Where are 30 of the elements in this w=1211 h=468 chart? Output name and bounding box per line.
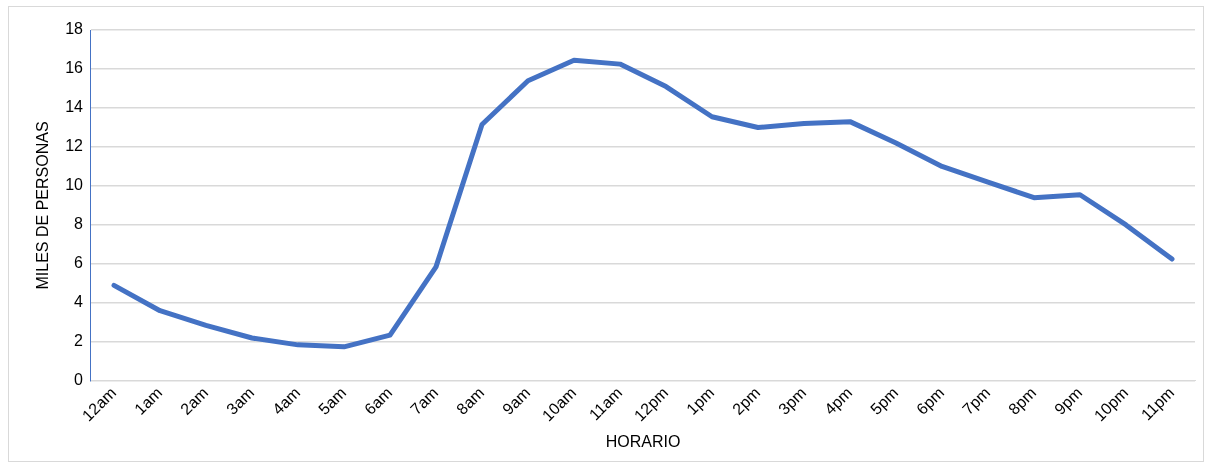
x-tick-label: 8am [453,383,488,418]
y-tick-label: 14 [65,98,84,116]
x-tick-label: 4pm [821,383,856,418]
y-tick-label: 0 [74,371,84,389]
x-axis-title: HORARIO [605,432,681,450]
x-tick-label: 5am [315,383,350,418]
y-tick-label: 8 [74,215,84,233]
y-tick-label: 2 [74,332,84,350]
y-axis-title: MILES DE PERSONAS [34,121,52,290]
y-tick-label: 4 [74,293,84,311]
y-tick-label: 16 [65,59,84,77]
x-tick-label: 9pm [1051,383,1086,418]
x-tick-label: 1am [131,383,166,418]
y-tick-label: 6 [74,254,84,272]
y-tick-label: 10 [65,176,84,194]
x-tick-label: 3am [223,383,258,418]
y-tick-label: 12 [65,137,84,155]
x-tick-label: 6pm [913,383,948,418]
x-tick-label: 2am [177,383,212,418]
x-tick-label: 8pm [1005,383,1040,418]
x-tick-label: 6am [361,383,396,418]
x-tick-label: 7pm [959,383,994,418]
x-tick-label: 2pm [729,383,764,418]
x-tick-label: 3pm [775,383,810,418]
x-tick-label: 4am [269,383,304,418]
x-tick-label: 9am [499,383,534,418]
x-tick-label: 5pm [867,383,902,418]
x-tick-label: 7am [407,383,442,418]
y-tick-label: 18 [65,20,84,38]
x-tick-label: 1pm [683,383,718,418]
